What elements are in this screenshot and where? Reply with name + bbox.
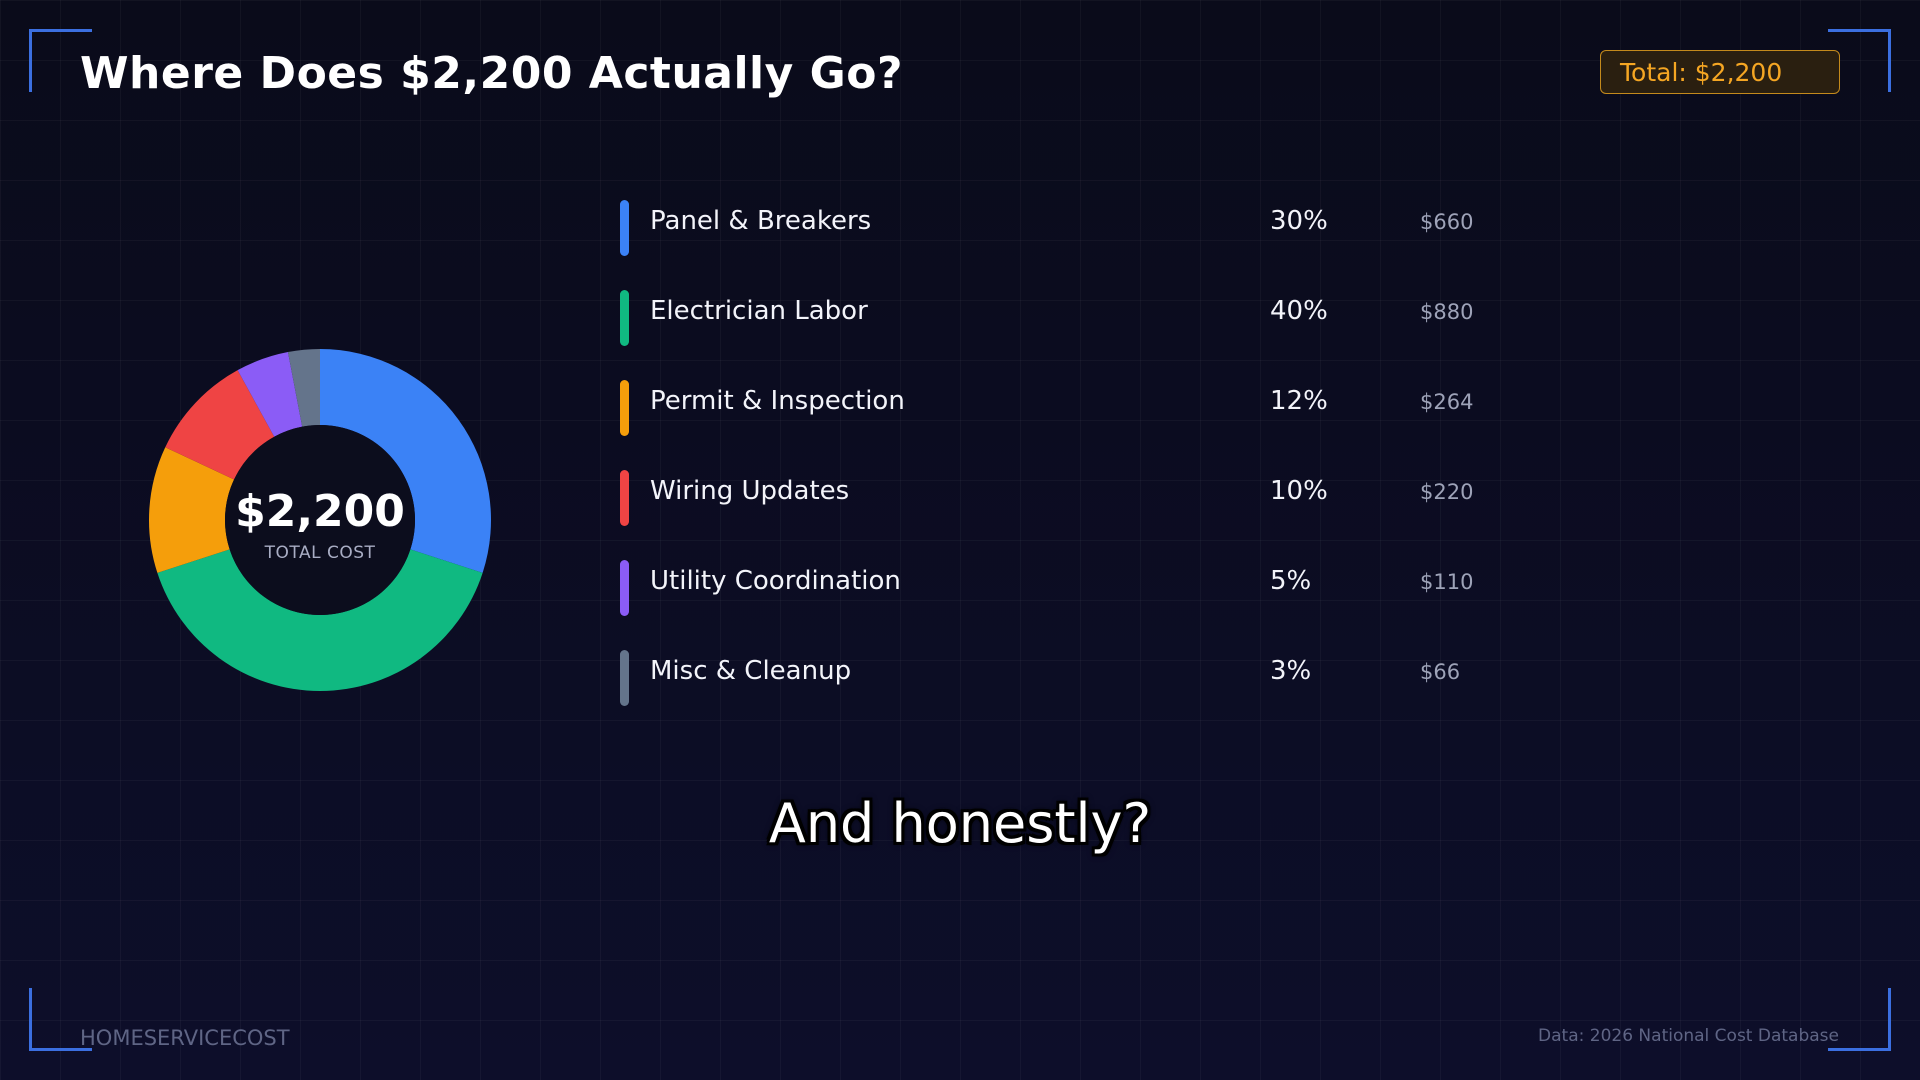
donut-center-value: $2,200 <box>235 486 405 537</box>
donut-slice-electrician-labor <box>157 549 483 691</box>
legend-color-bar <box>620 290 629 346</box>
legend-amount-label: $66 <box>1420 660 1461 684</box>
legend-color-bar <box>620 650 629 706</box>
legend-row: Misc & Cleanup 3% $66 <box>620 640 1520 730</box>
caption-subtitle: And honestly? <box>768 792 1152 855</box>
donut-slice-utility-coordination <box>237 352 303 437</box>
legend-row: Permit & Inspection 12% $264 <box>620 370 1520 460</box>
corner-bracket-bottom-left <box>29 988 92 1051</box>
legend-color-bar <box>620 380 629 436</box>
legend-row: Electrician Labor 40% $880 <box>620 280 1520 370</box>
corner-bracket-top-left <box>29 29 92 92</box>
legend-color-bar <box>620 470 629 526</box>
legend-percent-label: 5% <box>1270 566 1312 596</box>
donut-slice-misc-cleanup <box>287 349 320 427</box>
donut-center-label: TOTAL COST <box>264 543 376 563</box>
legend-category-label: Electrician Labor <box>650 296 868 326</box>
legend-percent-label: 12% <box>1270 386 1328 416</box>
donut-slice-permit-inspection <box>149 447 235 573</box>
donut-svg <box>149 349 492 691</box>
donut-slice-wiring-updates <box>165 370 275 480</box>
donut-slice-panel-breakers <box>320 349 492 573</box>
donut-chart: $2,200 TOTAL COST <box>140 340 500 700</box>
legend-percent-label: 3% <box>1270 656 1312 686</box>
legend-category-label: Misc & Cleanup <box>650 656 852 686</box>
legend-color-bar <box>620 200 629 256</box>
legend-row: Wiring Updates 10% $220 <box>620 460 1520 550</box>
legend-percent-label: 30% <box>1270 206 1328 236</box>
legend-color-bar <box>620 560 629 616</box>
corner-bracket-top-right <box>1828 29 1891 92</box>
chart-title: Where Does $2,200 Actually Go? <box>80 48 903 99</box>
legend-amount-label: $660 <box>1420 210 1474 234</box>
legend-percent-label: 10% <box>1270 476 1328 506</box>
legend-row: Utility Coordination 5% $110 <box>620 550 1520 640</box>
legend-amount-label: $880 <box>1420 300 1474 324</box>
corner-bracket-bottom-right <box>1828 988 1891 1051</box>
legend-row: Panel & Breakers 30% $660 <box>620 190 1520 280</box>
legend: Panel & Breakers 30% $660 Electrician Labor… <box>620 190 1520 730</box>
source-label: Data: 2026 National Cost Database <box>1538 1026 1839 1046</box>
legend-category-label: Utility Coordination <box>650 566 901 596</box>
donut-hole <box>225 425 415 615</box>
brand-label: HOMESERVICECOST <box>80 1026 290 1050</box>
legend-category-label: Panel & Breakers <box>650 206 872 236</box>
legend-amount-label: $220 <box>1420 480 1474 504</box>
legend-category-label: Permit & Inspection <box>650 386 905 416</box>
legend-category-label: Wiring Updates <box>650 476 850 506</box>
total-badge: Total: $2,200 <box>1600 50 1840 94</box>
legend-amount-label: $264 <box>1420 390 1474 414</box>
legend-percent-label: 40% <box>1270 296 1328 326</box>
legend-amount-label: $110 <box>1420 570 1474 594</box>
